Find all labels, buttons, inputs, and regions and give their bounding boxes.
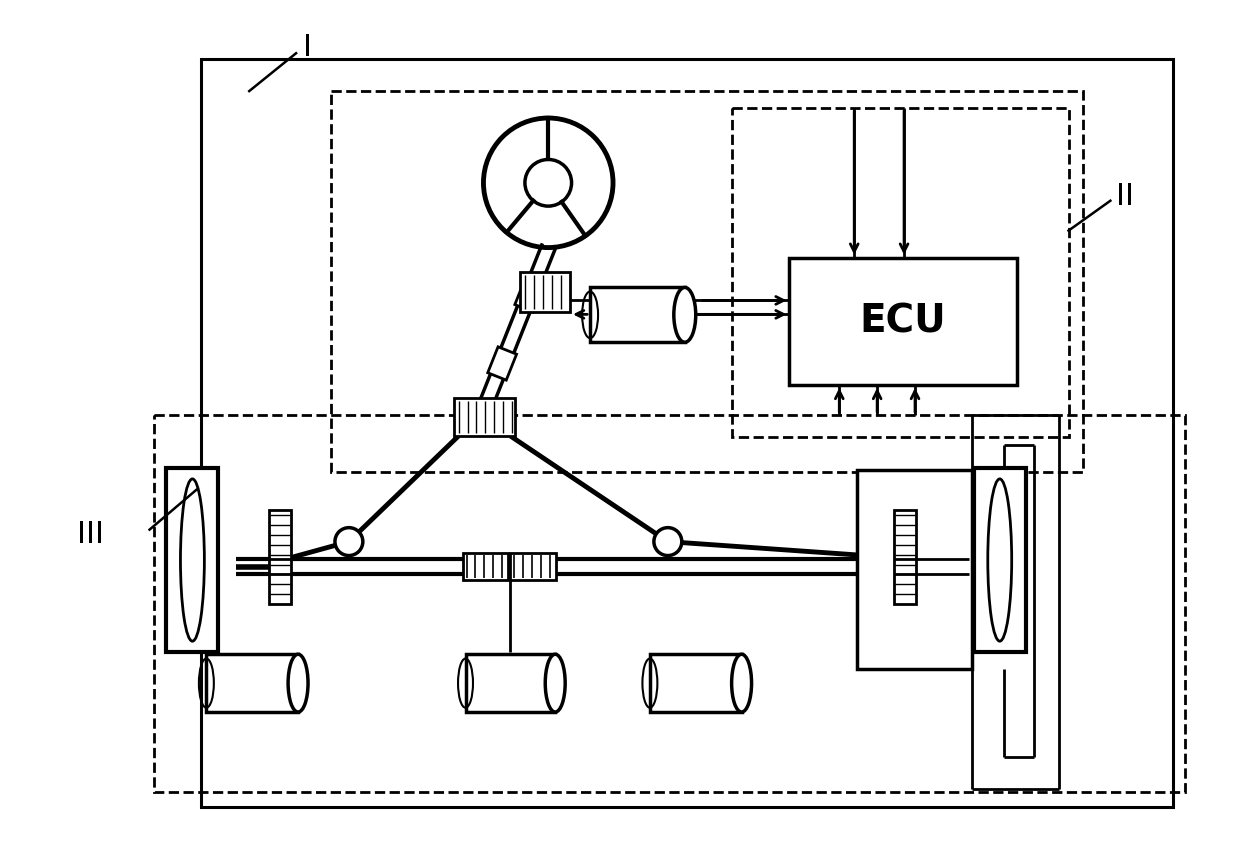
Ellipse shape — [732, 654, 751, 712]
Bar — [166, 468, 218, 652]
Bar — [206, 654, 298, 712]
Circle shape — [525, 159, 572, 206]
Bar — [515, 279, 543, 312]
Bar — [521, 272, 570, 313]
Bar — [154, 415, 1185, 792]
Bar — [331, 91, 1084, 472]
Bar — [487, 346, 517, 380]
Text: ECU: ECU — [859, 303, 946, 341]
Bar — [463, 552, 508, 581]
Bar — [973, 468, 1025, 652]
Bar — [269, 510, 291, 604]
Text: I: I — [303, 33, 312, 62]
Ellipse shape — [673, 287, 696, 342]
Ellipse shape — [546, 654, 565, 712]
Circle shape — [653, 528, 682, 556]
Text: II: II — [1116, 182, 1135, 212]
Bar — [650, 654, 742, 712]
Bar — [201, 59, 1173, 807]
Circle shape — [335, 528, 363, 556]
Bar — [732, 108, 1069, 437]
Bar — [590, 287, 684, 342]
Bar — [790, 258, 1017, 385]
Ellipse shape — [288, 654, 308, 712]
Text: III: III — [77, 520, 104, 549]
Bar — [511, 552, 557, 581]
Bar — [857, 470, 972, 669]
Bar — [454, 398, 516, 436]
Bar — [465, 654, 556, 712]
Bar — [894, 510, 916, 604]
